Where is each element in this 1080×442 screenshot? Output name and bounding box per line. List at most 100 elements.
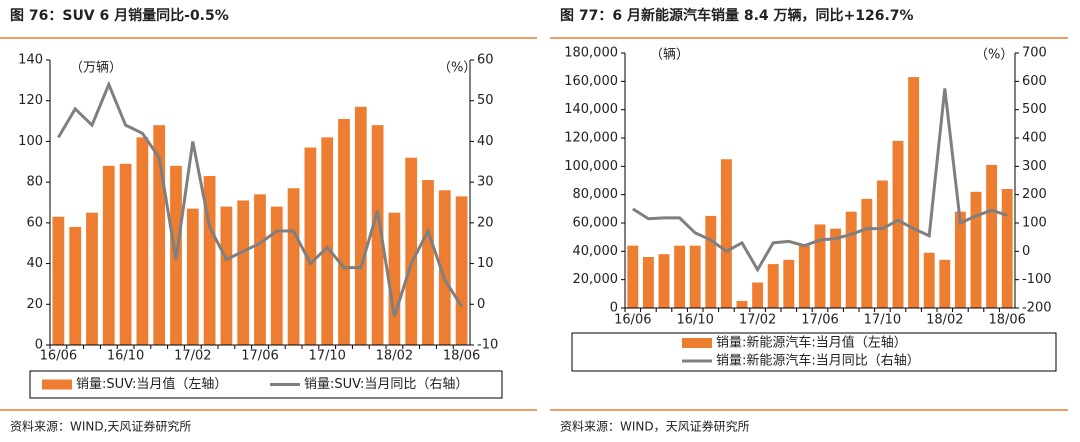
x-tick-label: 17/06 bbox=[801, 313, 838, 328]
chart-title: 图 77：6 月新能源汽车销量 8.4 万辆，同比+126.7% bbox=[560, 7, 914, 24]
x-tick-label: 18/06 bbox=[443, 349, 480, 364]
y-tick-label: 20,000 bbox=[573, 272, 619, 287]
x-tick-label: 16/10 bbox=[676, 313, 713, 328]
bar bbox=[388, 212, 401, 345]
y-unit: （万辆） bbox=[70, 61, 122, 76]
legend-label: 销量:SUV:当月值（左轴） bbox=[76, 376, 227, 392]
bar bbox=[752, 282, 764, 308]
y-tick-label: 80 bbox=[26, 175, 43, 190]
x-tick-label: 18/02 bbox=[376, 349, 413, 364]
bar bbox=[304, 147, 317, 345]
bar bbox=[861, 198, 873, 308]
bar bbox=[186, 208, 199, 345]
y2-tick-label: 60 bbox=[477, 53, 494, 68]
bar bbox=[767, 264, 779, 308]
y-tick-label: 0 bbox=[610, 301, 618, 316]
y-tick-label: 120 bbox=[18, 93, 43, 108]
y2-tick-label: 100 bbox=[1022, 216, 1047, 231]
bar bbox=[658, 254, 670, 308]
y2-tick-label: 300 bbox=[1022, 159, 1047, 174]
x-tick-label: 17/06 bbox=[241, 349, 278, 364]
y2-tick-label: 0 bbox=[1022, 244, 1030, 259]
bar bbox=[203, 176, 216, 345]
bar bbox=[954, 211, 966, 308]
y2-tick-label: 50 bbox=[477, 93, 494, 108]
x-tick-label: 18/02 bbox=[926, 313, 963, 328]
y2-tick-label: 0 bbox=[477, 297, 485, 312]
bar bbox=[642, 257, 654, 308]
y2-unit: （%） bbox=[438, 61, 476, 76]
bar bbox=[371, 125, 384, 346]
bar bbox=[814, 224, 826, 308]
bar bbox=[455, 196, 468, 345]
y-tick-label: 100,000 bbox=[564, 159, 618, 174]
y2-tick-label: 30 bbox=[477, 175, 494, 190]
x-tick-label: 17/10 bbox=[864, 313, 901, 328]
bar bbox=[86, 212, 98, 345]
bar bbox=[892, 140, 904, 308]
bar bbox=[845, 211, 857, 308]
chart-title: 图 76：SUV 6 月销量同比-0.5% bbox=[10, 7, 229, 24]
y-tick-label: 60,000 bbox=[573, 216, 619, 231]
y-tick-label: 180,000 bbox=[564, 46, 618, 61]
y2-tick-label: 20 bbox=[477, 215, 494, 230]
source: 资料来源：WIND,天风证券研究所 bbox=[10, 419, 191, 434]
bar bbox=[908, 77, 920, 308]
y2-tick-label: 400 bbox=[1022, 131, 1047, 146]
legend-swatch bbox=[42, 379, 72, 390]
line bbox=[631, 88, 1008, 273]
bar bbox=[52, 216, 65, 345]
y2-tick-label: 40 bbox=[477, 134, 494, 149]
bar bbox=[939, 259, 951, 308]
y-tick-label: 120,000 bbox=[564, 131, 618, 146]
bar bbox=[321, 137, 334, 345]
bar bbox=[923, 252, 935, 308]
bar bbox=[254, 194, 266, 345]
y-unit: （辆） bbox=[650, 48, 689, 63]
bar bbox=[405, 157, 418, 345]
bar bbox=[720, 159, 732, 308]
bar bbox=[674, 245, 686, 308]
bar bbox=[689, 245, 701, 308]
x-tick-label: 16/06 bbox=[614, 313, 651, 328]
bar bbox=[220, 206, 233, 345]
legend-label: 销量:新能源汽车:当月值（左轴） bbox=[716, 335, 907, 351]
x-tick-label: 17/02 bbox=[174, 349, 211, 364]
y2-tick-label: 700 bbox=[1022, 46, 1047, 61]
y-tick-label: 160,000 bbox=[564, 74, 618, 89]
y2-tick-label: 10 bbox=[477, 256, 494, 271]
y2-tick-label: 500 bbox=[1022, 102, 1047, 117]
y2-unit: （%） bbox=[975, 48, 1013, 63]
y-tick-label: 40,000 bbox=[573, 244, 619, 259]
y2-tick-label: 200 bbox=[1022, 187, 1047, 202]
bar bbox=[876, 180, 888, 308]
x-tick-label: 17/02 bbox=[739, 313, 776, 328]
bar bbox=[438, 190, 451, 345]
legend-box bbox=[571, 332, 1057, 372]
bar bbox=[627, 245, 639, 308]
x-tick-label: 16/06 bbox=[40, 349, 77, 364]
bar bbox=[338, 119, 350, 346]
legend-swatch bbox=[682, 338, 712, 348]
bar bbox=[69, 226, 82, 345]
legend-label: 销量:SUV:当月同比（右轴） bbox=[304, 377, 468, 392]
bar bbox=[287, 188, 300, 345]
y-tick-label: 140,000 bbox=[564, 102, 618, 117]
y-tick-label: 40 bbox=[26, 256, 43, 271]
x-tick-label: 18/06 bbox=[988, 313, 1025, 328]
y-tick-label: 20 bbox=[26, 297, 43, 312]
y2-tick-label: -200 bbox=[1022, 301, 1052, 316]
y2-tick-label: 600 bbox=[1022, 74, 1047, 89]
bar bbox=[783, 259, 795, 308]
y2-tick-label: -100 bbox=[1022, 272, 1052, 287]
bar bbox=[798, 245, 810, 308]
legend-label: 销量:新能源汽车:当月同比（右轴） bbox=[716, 353, 920, 369]
bar bbox=[136, 137, 149, 345]
bar bbox=[830, 228, 842, 308]
bar bbox=[102, 165, 115, 345]
legend-box bbox=[29, 370, 503, 399]
x-tick-label: 16/10 bbox=[107, 349, 144, 364]
bar bbox=[1001, 189, 1013, 308]
y-tick-label: 60 bbox=[26, 215, 43, 230]
